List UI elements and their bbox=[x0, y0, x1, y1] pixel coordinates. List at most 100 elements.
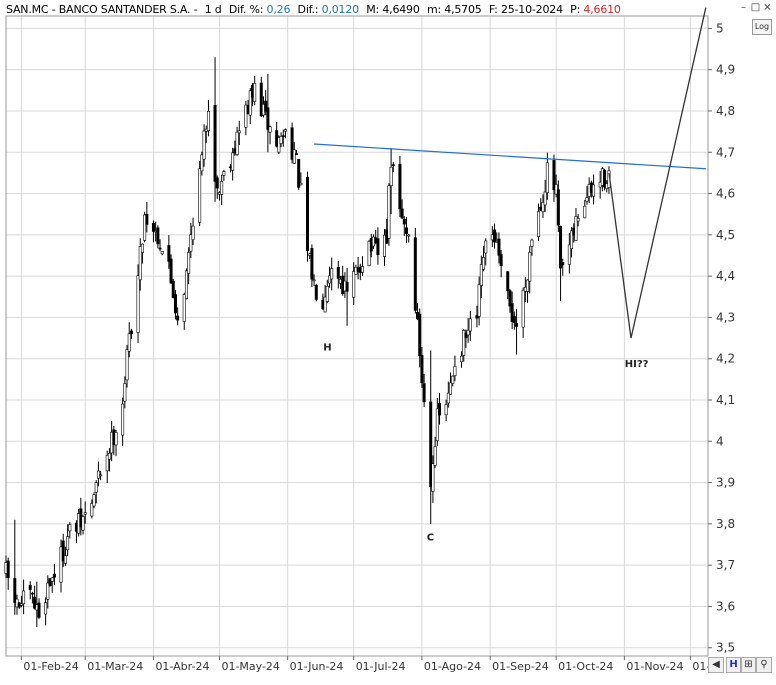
y-tick-label: 4,3 bbox=[716, 310, 735, 324]
candle-body bbox=[121, 404, 123, 435]
candle-body bbox=[207, 111, 209, 130]
y-tick-label: 4,8 bbox=[716, 104, 735, 118]
candle-body bbox=[507, 272, 509, 291]
settings-icon[interactable]: ⊞ bbox=[741, 657, 756, 673]
x-tick-label: 01-Ago-24 bbox=[424, 660, 481, 673]
restore-icon[interactable]: □ bbox=[750, 2, 761, 13]
y-tick-label: 4,7 bbox=[716, 145, 735, 159]
symbol-label: SAN.MC - BANCO SANTANDER S.A. - bbox=[6, 3, 197, 16]
candle-body bbox=[390, 167, 392, 186]
candle-body bbox=[300, 183, 302, 185]
candle-body bbox=[124, 384, 126, 402]
candle-body bbox=[399, 164, 401, 209]
candle-body bbox=[130, 331, 132, 334]
candle-body bbox=[423, 384, 425, 402]
y-tick-label: 4,6 bbox=[716, 187, 735, 201]
x-tick-label: 01-Jul-24 bbox=[356, 660, 406, 673]
h-button[interactable]: H bbox=[726, 657, 741, 673]
candle-body bbox=[108, 453, 110, 459]
candle-body bbox=[7, 561, 9, 578]
candle-body bbox=[432, 464, 434, 492]
candle-body bbox=[482, 257, 484, 269]
log-button[interactable]: Log bbox=[752, 19, 772, 35]
candle-body bbox=[326, 286, 328, 301]
candle-body bbox=[419, 314, 421, 356]
candle-body bbox=[192, 226, 194, 240]
candle-body bbox=[513, 317, 515, 323]
candle-body bbox=[29, 585, 31, 589]
candle-body bbox=[403, 219, 405, 224]
candle-body bbox=[454, 366, 456, 375]
y-tick-label: 3,5 bbox=[716, 641, 735, 655]
candle-body bbox=[559, 226, 561, 268]
dif-value: 0,0120 bbox=[322, 3, 359, 16]
candle-body bbox=[22, 591, 24, 604]
dif-pct-label: Dif. %: bbox=[229, 3, 263, 16]
candle-body bbox=[128, 334, 130, 351]
candle-body bbox=[421, 355, 423, 382]
dif-label: Dif.: bbox=[298, 3, 319, 16]
candle-body bbox=[187, 252, 189, 273]
candle-body bbox=[311, 248, 313, 279]
date-label: F: bbox=[489, 3, 498, 16]
scroll-left-button[interactable]: ◀ bbox=[708, 657, 724, 673]
candle-body bbox=[170, 259, 172, 283]
candle-body bbox=[141, 244, 143, 252]
candle-body bbox=[460, 356, 462, 362]
candle-body bbox=[361, 266, 363, 272]
info-bar: SAN.MC - BANCO SANTANDER S.A. - 1 d Dif.… bbox=[6, 3, 621, 16]
candle-body bbox=[434, 446, 436, 465]
candle-body bbox=[315, 285, 317, 299]
minimize-icon[interactable]: – bbox=[738, 2, 749, 13]
candle-body bbox=[592, 185, 594, 196]
candle-body bbox=[82, 517, 84, 531]
x-tick-label: 01-Abr-24 bbox=[155, 660, 209, 673]
candle-body bbox=[216, 178, 218, 188]
candle-body bbox=[44, 603, 46, 614]
candle-body bbox=[176, 316, 178, 320]
candle-body bbox=[152, 223, 154, 231]
candle-body bbox=[377, 239, 379, 255]
close-icon[interactable]: × bbox=[762, 2, 773, 13]
candle-body bbox=[93, 495, 95, 506]
candle-body bbox=[498, 239, 500, 255]
candle-body bbox=[586, 198, 588, 202]
candle-body bbox=[401, 209, 403, 218]
x-tick-label: 01-Jun-24 bbox=[290, 660, 344, 673]
y-tick-label: 4,1 bbox=[716, 393, 735, 407]
candle-body bbox=[445, 404, 447, 414]
y-tick-label: 5 bbox=[716, 21, 724, 35]
candle-body bbox=[469, 319, 471, 331]
x-tick-label: 01-Oct-24 bbox=[558, 660, 613, 673]
candle-body bbox=[53, 574, 55, 577]
zoom-icon[interactable]: ⚲ bbox=[756, 657, 772, 673]
candle-body bbox=[280, 136, 282, 143]
candle-body bbox=[38, 603, 40, 617]
x-tick-label: 01-Nov-24 bbox=[626, 660, 683, 673]
x-tick-label: 01-Feb-24 bbox=[23, 660, 78, 673]
candle-body bbox=[137, 276, 139, 333]
candle-body bbox=[306, 177, 308, 250]
min-value: 4,5705 bbox=[444, 3, 481, 16]
candle-body bbox=[438, 403, 440, 415]
candle-body bbox=[236, 132, 238, 154]
candle-body bbox=[330, 269, 332, 279]
x-tick-label: 01-Mar-24 bbox=[87, 660, 143, 673]
annotation-label: H bbox=[323, 342, 331, 353]
candle-body bbox=[537, 212, 539, 237]
candle-body bbox=[485, 241, 487, 253]
candle-body bbox=[282, 136, 284, 137]
price-label: P: bbox=[570, 3, 580, 16]
x-tick-label: 01-May-24 bbox=[221, 660, 279, 673]
y-tick-label: 4 bbox=[716, 434, 724, 448]
candle-body bbox=[577, 218, 579, 221]
candle-body bbox=[157, 228, 159, 244]
candle-body bbox=[84, 513, 86, 515]
candle-body bbox=[392, 165, 394, 166]
candle-body bbox=[66, 537, 68, 550]
candle-body bbox=[214, 105, 216, 181]
candle-body bbox=[64, 556, 66, 564]
x-tick-label: 01-Sep-24 bbox=[492, 660, 549, 673]
